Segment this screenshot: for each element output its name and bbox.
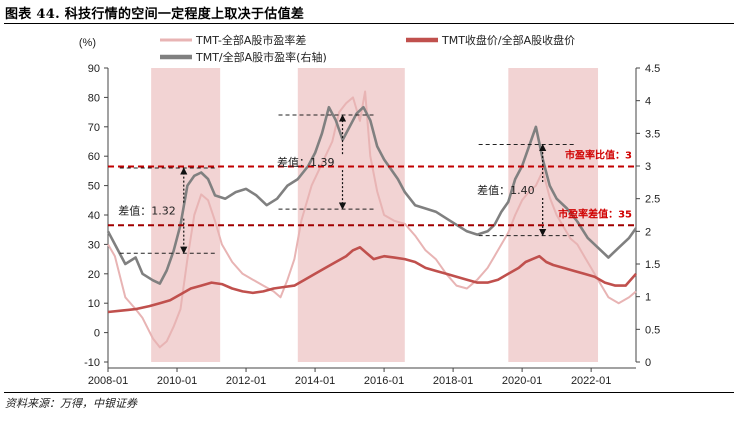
left-tick-label: 40 <box>88 210 100 222</box>
chart-svg: -10 0 10 20 30 40 50 60 70 80 90 (%) 0 0.5 1 1.5 2 2.5 3 3.… <box>79 33 660 387</box>
annot-label-1: 差值：1.32 <box>118 204 176 218</box>
x-tick-label: 2010-01 <box>157 375 197 387</box>
x-tick-label: 2018-01 <box>433 375 473 387</box>
legend-label-3: TMT/全部A股市盈率(右轴) <box>195 50 327 64</box>
shaded-periods <box>151 68 599 362</box>
legend-label-2: TMT收盘价/全部A股收盘价 <box>441 33 575 47</box>
right-tick-label: 0 <box>645 357 651 369</box>
axes: -10 0 10 20 30 40 50 60 70 80 90 (%) 0 0.5 1 1.5 2 2.5 3 3.… <box>79 37 660 387</box>
left-tick-label: 60 <box>88 151 100 163</box>
left-tick-label: 0 <box>94 328 100 340</box>
right-tick-label: 4.5 <box>645 63 660 75</box>
reference-label-2: 市盈率差值：35 <box>558 207 632 220</box>
annot-label-3: 差值：1.40 <box>477 183 535 197</box>
right-tick-label: 3 <box>645 161 651 173</box>
series-line-2 <box>107 246 637 314</box>
title-rule <box>4 23 734 24</box>
shaded-period-3 <box>508 68 599 362</box>
left-tick-label: 50 <box>88 181 100 193</box>
right-tick-label: 2 <box>645 226 651 238</box>
x-tick-label: 2022-01 <box>571 375 611 387</box>
source-rule <box>4 392 734 393</box>
left-tick-label: -10 <box>84 357 100 369</box>
x-tick-label: 2008-01 <box>88 375 128 387</box>
series-line-3 <box>106 105 638 285</box>
source-note: 资料来源：万得，中银证券 <box>5 397 137 410</box>
shaded-period-1 <box>151 68 221 362</box>
annotations: 差值：1.32 差值：1.39 差值：1.40 <box>118 114 577 254</box>
annot-label-2: 差值：1.39 <box>277 155 335 169</box>
left-tick-label: 90 <box>88 63 100 75</box>
right-tick-label: 1 <box>645 292 651 304</box>
right-tick-label: 2.5 <box>645 194 660 206</box>
left-tick-label: 30 <box>88 239 100 251</box>
series-lines <box>106 90 638 349</box>
reference-lines: 市盈率比值：3 市盈率差值：35 <box>108 148 636 227</box>
right-tick-label: 0.5 <box>645 324 660 336</box>
left-tick-label: 70 <box>88 122 100 134</box>
figure-title: 图表 44. 科技行情的空间一定程度上取决于估值差 <box>5 7 305 22</box>
legend-label-1: TMT-全部A股市盈率差 <box>195 33 306 47</box>
shaded-period-2 <box>297 68 405 362</box>
right-tick-label: 3.5 <box>645 128 660 140</box>
left-tick-label: 10 <box>88 298 100 310</box>
left-axis-unit: (%) <box>79 37 96 49</box>
right-tick-label: 1.5 <box>645 259 660 271</box>
reference-label-1: 市盈率比值：3 <box>565 148 632 161</box>
left-tick-label: 80 <box>88 92 100 104</box>
left-tick-label: 20 <box>88 269 100 281</box>
x-tick-label: 2020-01 <box>502 375 542 387</box>
legend: TMT-全部A股市盈率差 TMT收盘价/全部A股收盘价 TMT/全部A股市盈率(右轴… <box>160 33 575 64</box>
series-line-1 <box>107 90 637 349</box>
right-tick-label: 4 <box>645 96 651 108</box>
x-tick-label: 2012-01 <box>226 375 266 387</box>
x-tick-label: 2016-01 <box>364 375 404 387</box>
x-tick-label: 2014-01 <box>295 375 335 387</box>
